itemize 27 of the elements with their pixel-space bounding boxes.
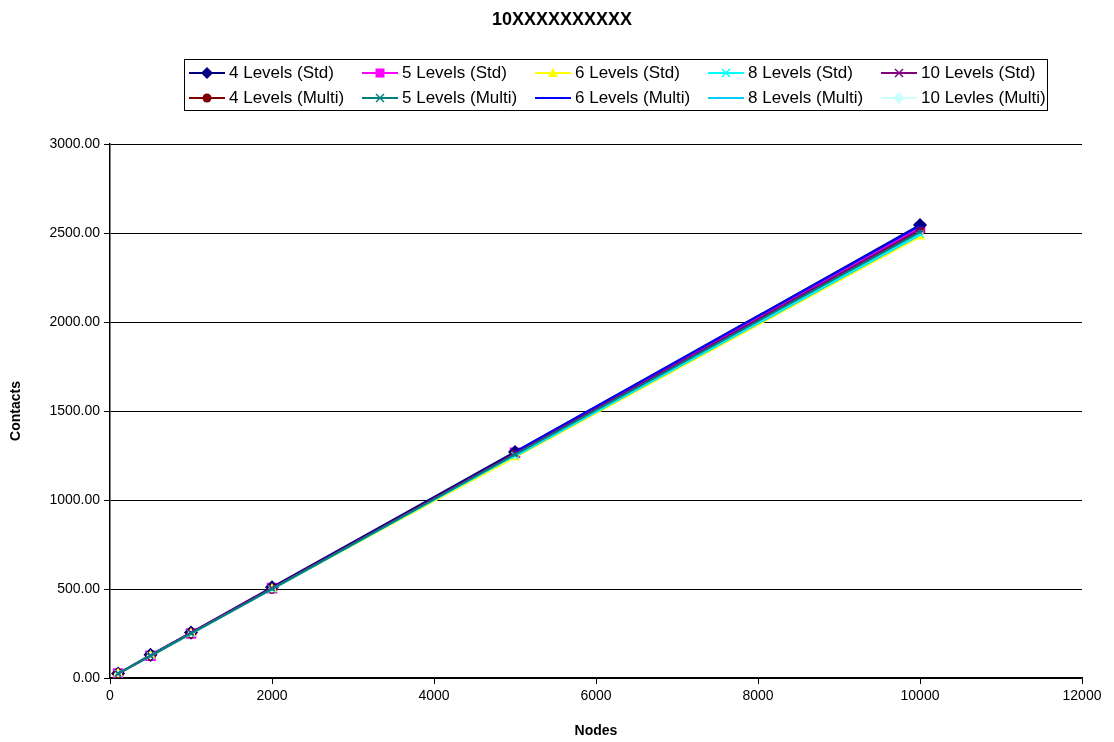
x-axis-title: Nodes <box>574 722 618 739</box>
y-tick-label: 500.00 <box>57 579 101 596</box>
y-tick-label: 2000.00 <box>49 312 101 329</box>
x-tick-label: 2000 <box>256 687 288 704</box>
x-tick-label: 4000 <box>418 687 450 704</box>
y-tick-label: 3000.00 <box>49 134 101 151</box>
legend-label: 5 Levels (Std) <box>402 62 507 83</box>
y-axis-title: Contacts <box>7 380 24 441</box>
legend-label: 5 Levels (Multi) <box>402 87 518 108</box>
legend-label: 4 Levels (Multi) <box>229 87 345 108</box>
x-tick-label: 12000 <box>1062 687 1102 704</box>
chart-title: 10XXXXXXXXXX <box>491 8 633 30</box>
legend-label: 10 Levles (Multi) <box>921 87 1046 108</box>
legend-label: 10 Levels (Std) <box>921 62 1036 83</box>
legend-label: 8 Levels (Multi) <box>748 87 864 108</box>
x-tick-label: 6000 <box>580 687 612 704</box>
legend-label: 6 Levels (Std) <box>575 62 680 83</box>
x-tick-label: 8000 <box>742 687 774 704</box>
y-tick-label: 1000.00 <box>49 490 101 507</box>
x-tick-label: 10000 <box>900 687 940 704</box>
y-tick-label: 1500.00 <box>49 401 101 418</box>
legend-label: 8 Levels (Std) <box>748 62 853 83</box>
legend-label: 4 Levels (Std) <box>229 62 334 83</box>
y-tick-label: 2500.00 <box>49 223 101 240</box>
legend-label: 6 Levels (Multi) <box>575 87 691 108</box>
y-tick-label: 0.00 <box>72 668 101 685</box>
x-tick-label: 0 <box>106 687 115 704</box>
